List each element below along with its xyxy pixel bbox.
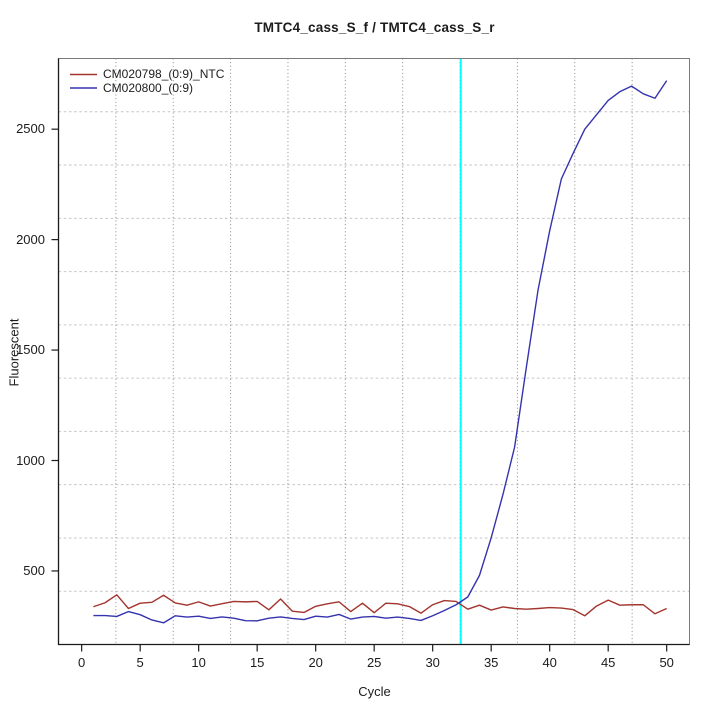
y-tick-label: 1500: [16, 342, 45, 358]
x-tick-label: 15: [249, 655, 265, 670]
x-tick-label: 0: [78, 655, 86, 670]
x-tick-label: 35: [483, 655, 499, 670]
chart-title: TMTC4_cass_S_f / TMTC4_cass_S_r: [254, 20, 495, 35]
legend-label-1: CM020800_(0:9): [103, 80, 194, 95]
x-tick-label: 45: [600, 655, 616, 670]
x-tick-label: 10: [191, 655, 206, 670]
axis-lines: [57, 58, 690, 646]
y-tick-label: 500: [23, 562, 45, 578]
y-tick-label: 1000: [16, 452, 45, 468]
x-tick-label: 25: [366, 655, 382, 670]
series-line-0-CM020798_(0:9)_NTC: [93, 594, 667, 617]
series-line-1-CM020800_(0:9): [93, 80, 668, 624]
x-tick-label: 30: [425, 655, 440, 670]
y-tick-label: 2500: [16, 121, 45, 137]
x-tick-label: 5: [136, 655, 144, 670]
x-axis-label: Cycle: [358, 684, 391, 699]
x-tick-label: 20: [308, 655, 323, 670]
plot-box: [58, 58, 690, 645]
y-tick-label: 2000: [16, 231, 45, 247]
x-tick-label: 40: [542, 655, 557, 670]
x-tick-label: 50: [659, 655, 674, 670]
legend-label-0: CM020798_(0:9)_NTC: [103, 67, 225, 81]
